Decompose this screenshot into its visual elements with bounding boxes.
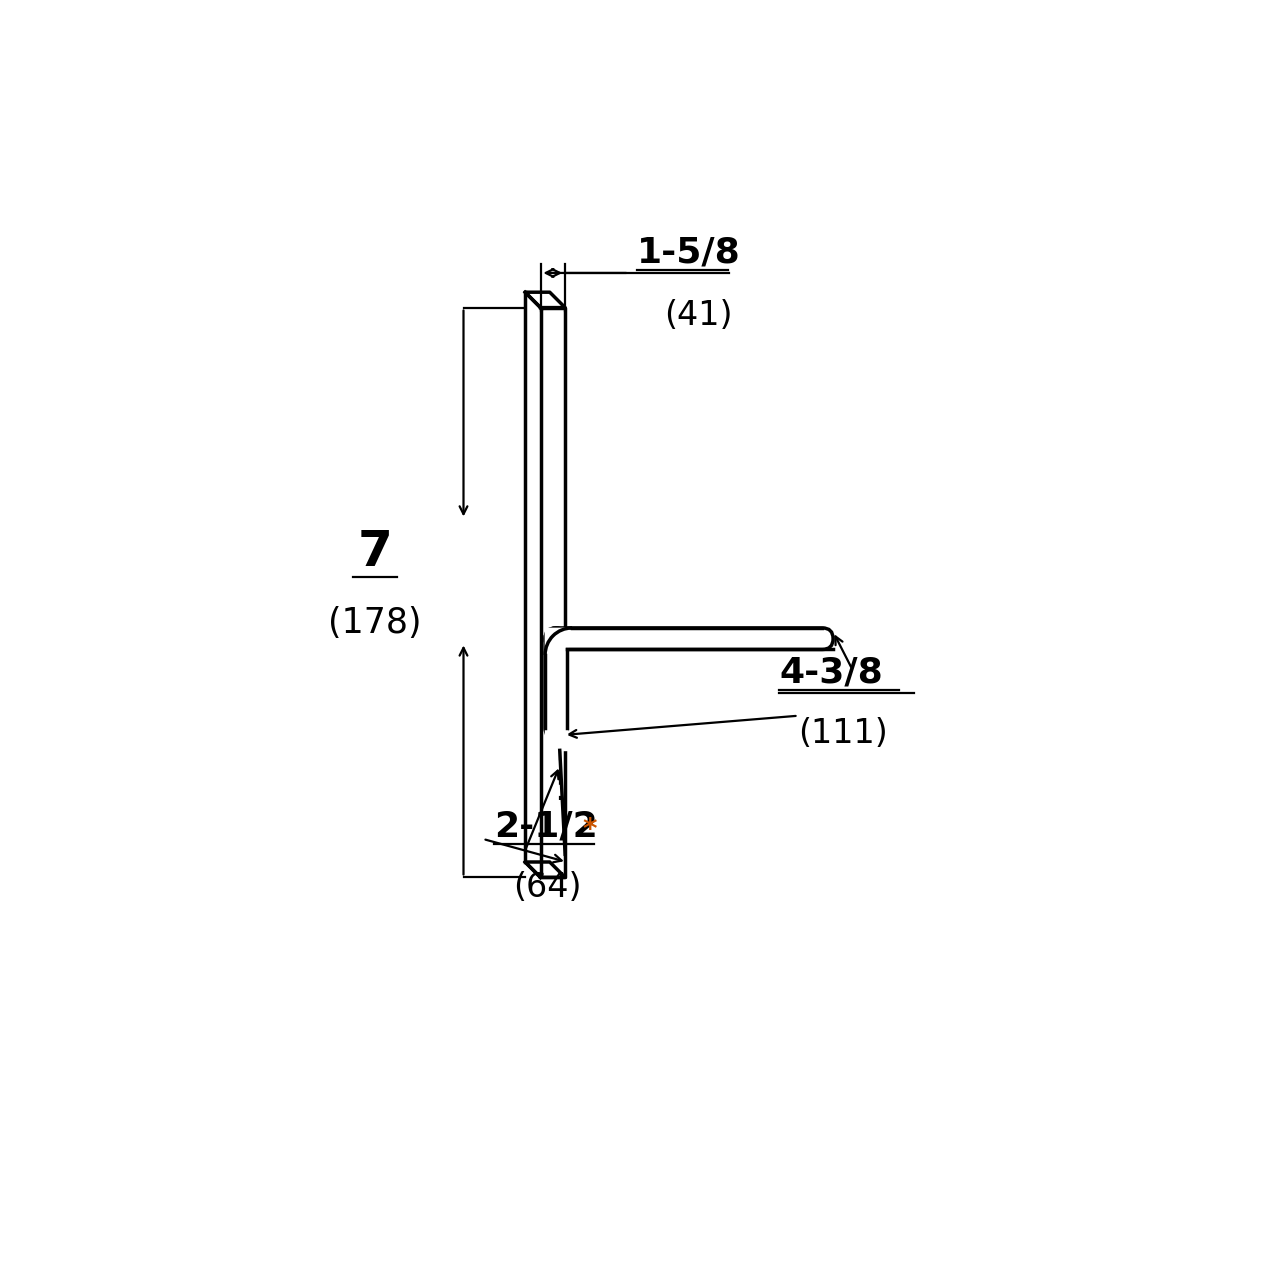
Text: 2-1/2: 2-1/2 <box>494 809 598 844</box>
Text: (41): (41) <box>664 300 732 332</box>
FancyBboxPatch shape <box>545 628 567 739</box>
Polygon shape <box>525 292 566 307</box>
Polygon shape <box>545 628 567 750</box>
Text: *: * <box>582 815 598 844</box>
Polygon shape <box>540 307 566 877</box>
Text: 4-3/8: 4-3/8 <box>780 655 883 690</box>
Text: 1-5/8: 1-5/8 <box>636 236 741 270</box>
Text: (111): (111) <box>799 717 888 750</box>
Text: 7: 7 <box>357 529 393 576</box>
Polygon shape <box>545 628 567 739</box>
Text: (178): (178) <box>328 605 421 640</box>
Text: (64): (64) <box>513 872 582 904</box>
Polygon shape <box>525 861 566 877</box>
FancyBboxPatch shape <box>545 628 833 649</box>
Polygon shape <box>545 628 568 649</box>
